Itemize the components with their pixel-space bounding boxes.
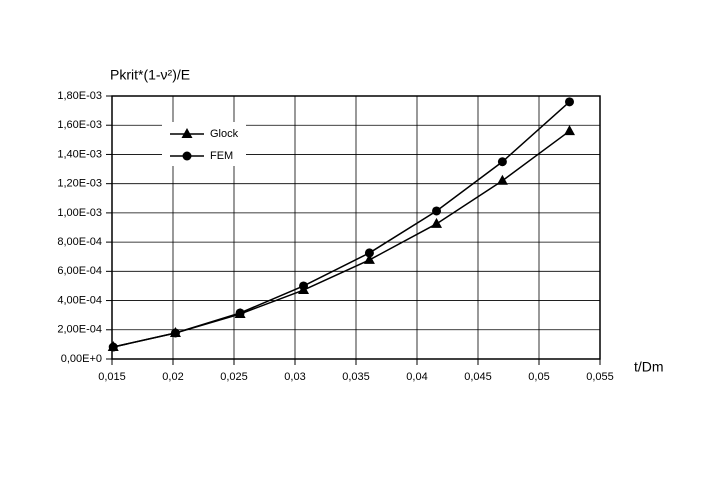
marker-circle [497,157,507,167]
y-tick-label: 8,00E-04 [57,236,102,248]
y-tick-label: 4,00E-04 [57,294,102,306]
marker-circle [299,281,309,291]
y-axis-title: Pkrit*(1-ν²)/E [110,67,190,83]
x-axis-title: t/Dm [634,359,664,375]
y-tick-label: 1,40E-03 [57,148,102,160]
x-tick-label: 0,025 [220,371,248,383]
marker-circle [432,206,442,216]
marker-triangle [181,128,193,138]
series-line [113,101,570,348]
x-tick-label: 0,03 [284,371,305,383]
marker-triangle [363,253,375,264]
x-tick-label: 0,035 [342,371,370,383]
marker-circle [170,328,180,338]
legend-label: Glock [210,128,239,140]
y-tick-label: 1,00E-03 [57,207,102,219]
x-tick-label: 0,04 [406,371,427,383]
x-tick-label: 0,055 [586,371,614,383]
plot-frame [111,95,601,360]
legend-label: FEM [210,150,233,162]
x-tick-label: 0,02 [162,371,183,383]
y-tick-label: 0,00E+0 [61,353,102,365]
y-tick-label: 6,00E-04 [57,265,102,277]
marker-circle [235,308,245,318]
x-tick-label: 0,045 [464,371,492,383]
y-tick-label: 1,20E-03 [57,178,102,190]
marker-circle [108,342,118,352]
y-tick-label: 2,00E-04 [57,324,102,336]
x-tick-label: 0,015 [98,371,126,383]
marker-circle [364,248,374,258]
marker-triangle [564,125,575,136]
marker-triangle [496,174,508,185]
legend-box [162,122,246,166]
y-tick-label: 1,60E-03 [57,119,102,131]
marker-circle [182,151,192,161]
marker-circle [565,97,574,107]
marker-triangle [431,217,443,228]
x-tick-label: 0,05 [528,371,549,383]
y-tick-label: 1,80E-03 [57,90,102,102]
